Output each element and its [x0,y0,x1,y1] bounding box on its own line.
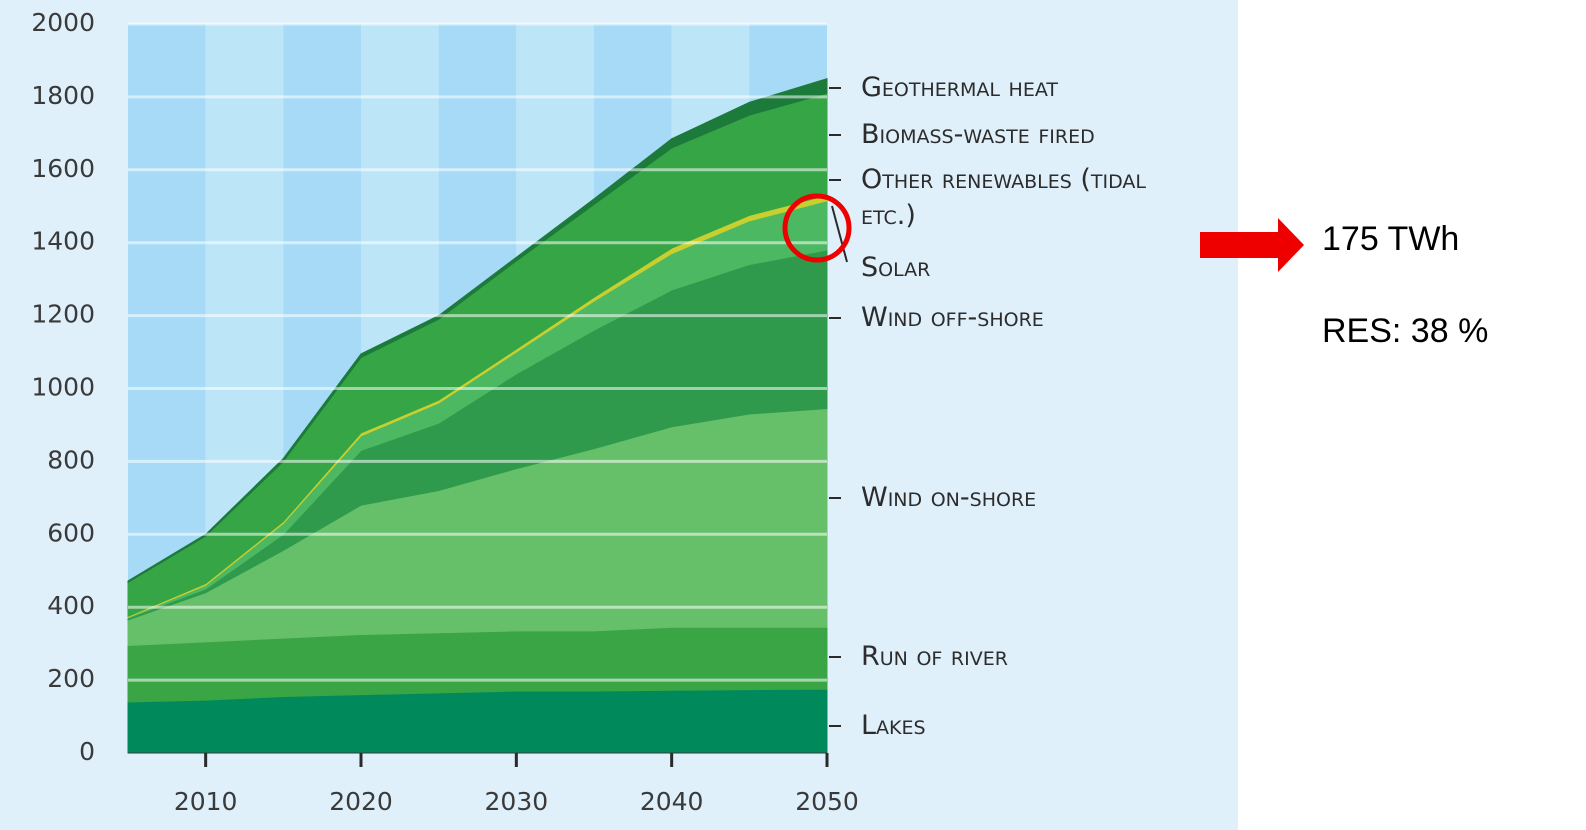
area [127,77,828,584]
series-label: Wind on-shore [861,482,1037,513]
y-tick-label: 200 [47,664,95,693]
y-tick-label: 1600 [31,154,95,183]
x-tick-label: 2040 [640,787,704,816]
y-tick-label: 0 [79,737,95,766]
y-tick-label: 1400 [31,227,95,256]
x-tick-label: 2050 [795,787,859,816]
label-leader [831,205,848,263]
series-label: Wind off-shore [861,302,1044,333]
arrow [1200,218,1304,272]
annotation: RES: 38 % [1322,312,1489,350]
x-tick-label: 2030 [485,787,549,816]
y-tick-label: 1000 [31,373,95,402]
y-tick-label: 400 [47,591,95,620]
y-tick-label: 600 [47,518,95,547]
y-tick-label: 800 [47,445,95,474]
x-tick-label: 2020 [329,787,393,816]
y-tick-label: 1800 [31,81,95,110]
series-label: Run of river [861,641,1008,672]
highlight-circle [782,193,852,263]
series-label: Solar [861,252,931,283]
y-tick-label: 2000 [31,8,95,37]
x-tick-label: 2010 [174,787,238,816]
series-label: Geothermal heat [861,72,1058,103]
series-label: Lakes [861,710,926,741]
y-tick-label: 1200 [31,300,95,329]
annotation: 175 TWh [1322,220,1460,258]
series-label: Other renewables (tidal etc.) [861,164,1146,231]
series-label: Biomass-waste fired [861,119,1095,150]
